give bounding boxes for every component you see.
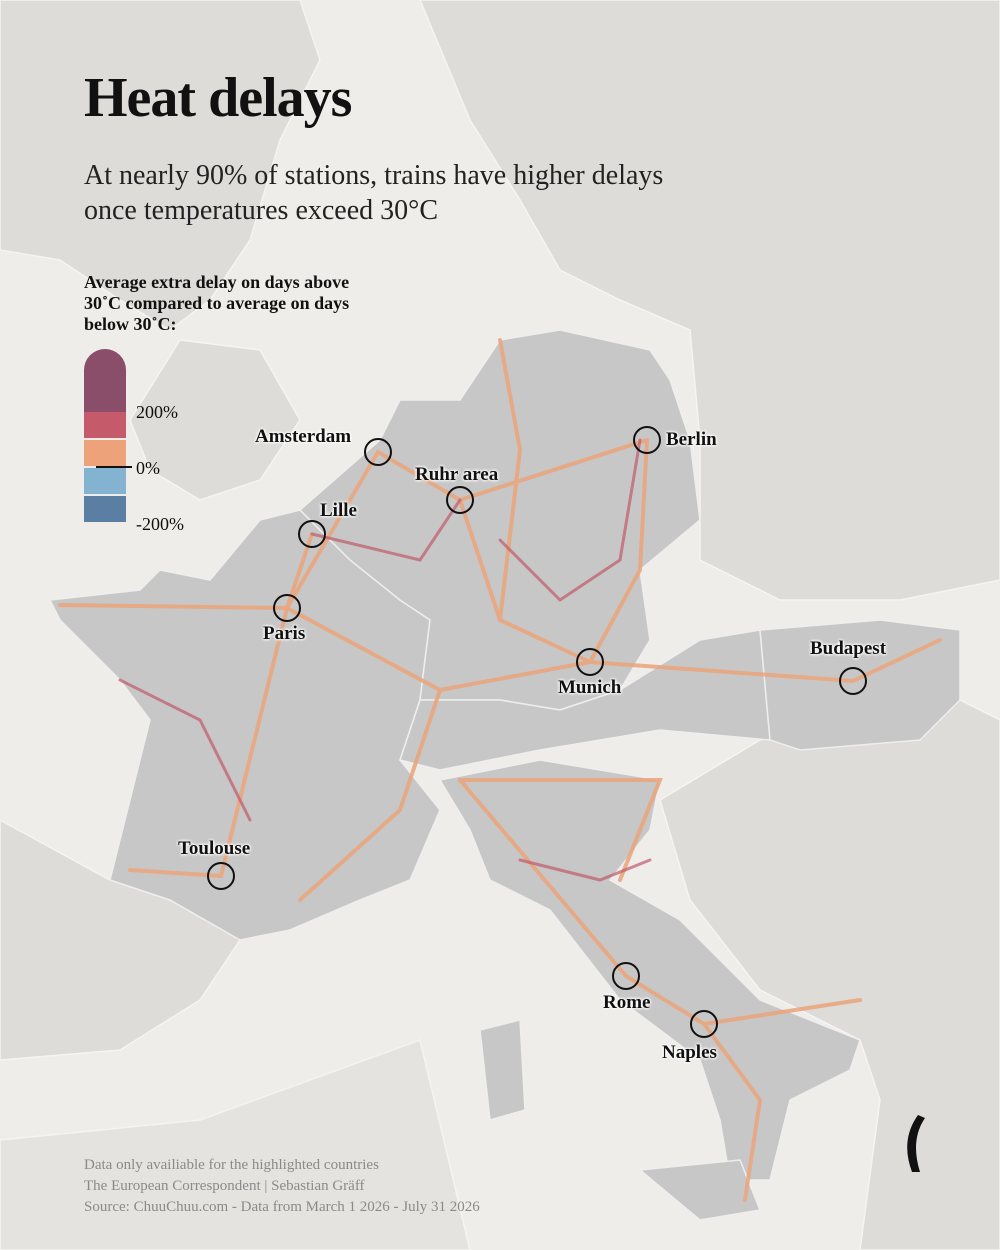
city-label: Amsterdam: [255, 426, 352, 447]
city-label: Berlin: [666, 429, 717, 450]
rail-network: [58, 338, 942, 1202]
footer: Data only availiable for the highlighted…: [84, 1155, 480, 1218]
legend-label: 200%: [136, 402, 178, 422]
city-label: Naples: [662, 1042, 717, 1063]
city-markers: [207, 426, 867, 1038]
legend-title: Average extra delay on days above 30˚C c…: [84, 272, 350, 334]
footer-line: Data only availiable for the highlighted…: [84, 1157, 379, 1173]
legend-label: -200%: [136, 514, 184, 534]
city-label: Paris: [263, 623, 306, 644]
city-label: Toulouse: [178, 838, 251, 859]
city-label: Rome: [603, 992, 651, 1013]
title: Heat delays: [84, 67, 352, 129]
city-label: Lille: [320, 500, 357, 521]
legend-scale: [84, 349, 132, 522]
rail-network-hot: [118, 438, 652, 882]
city-label: Budapest: [810, 638, 887, 659]
footer-line: Source: ChuuChuu.com - Data from March 1…: [84, 1199, 480, 1215]
subtitle: At nearly 90% of stations, trains have h…: [84, 160, 664, 226]
legend-label: 0%: [136, 458, 160, 478]
city-label: Munich: [558, 677, 622, 698]
footer-line: The European Correspondent | Sebastian G…: [84, 1178, 365, 1194]
city-label: Ruhr area: [415, 464, 499, 485]
logo: [907, 1115, 925, 1172]
